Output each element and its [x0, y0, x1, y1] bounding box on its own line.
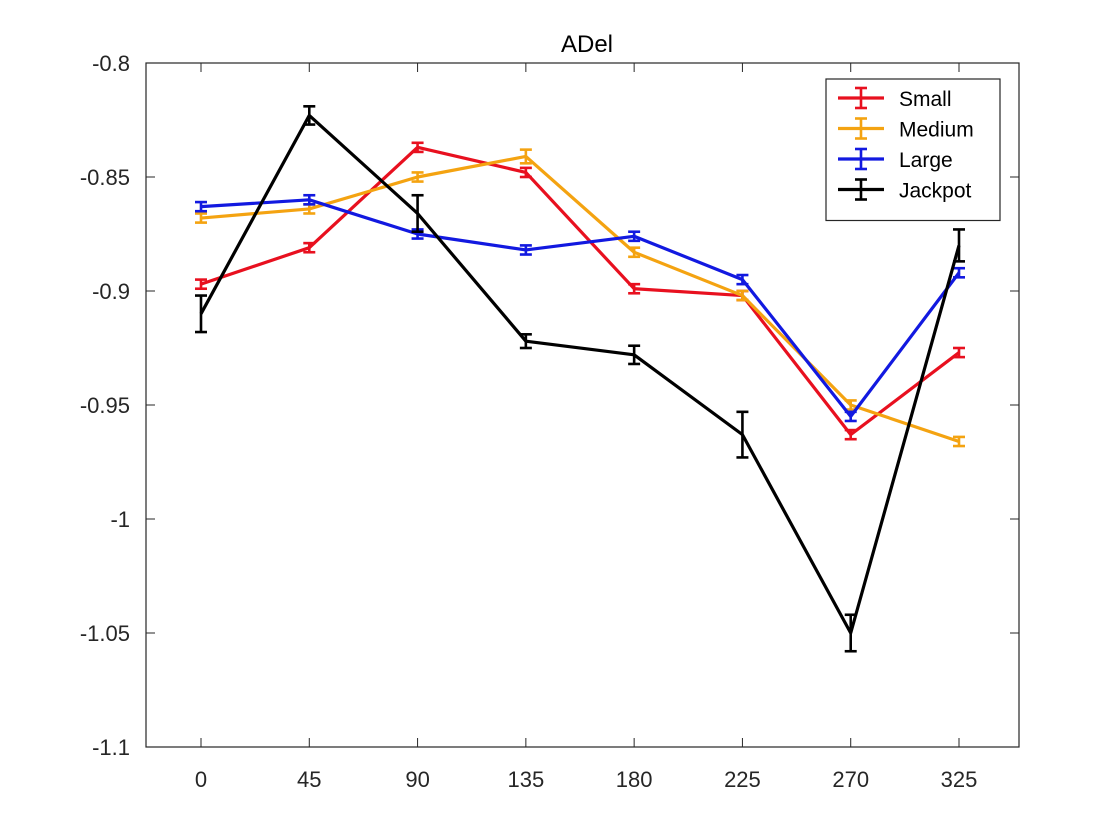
legend-label-medium: Medium — [899, 119, 974, 142]
axes: 0 45 90 135 180 225 270 325 -0.8 -0.85 -0.9 -0.95 -1… — [80, 51, 1020, 792]
chart-title: ADel — [561, 31, 613, 58]
x-tick-label: 135 — [507, 767, 544, 792]
y-tick-label: -1.1 — [92, 735, 130, 760]
x-tick-label: 0 — [195, 767, 207, 792]
x-tick-label: 325 — [941, 767, 978, 792]
series-line-small — [200, 145, 960, 437]
series-group — [195, 105, 965, 653]
series-line-medium — [200, 154, 960, 443]
legend-label-small: Small — [899, 88, 952, 111]
x-tick-label: 225 — [724, 767, 761, 792]
y-tick-label: -0.85 — [80, 165, 130, 190]
x-tick-label: 90 — [405, 767, 429, 792]
series-line-jackpot — [199, 113, 961, 635]
x-tick-label: 45 — [297, 767, 321, 792]
legend-entry-jackpot: Jackpot — [838, 178, 972, 203]
series-line-large — [200, 198, 961, 418]
y-tick-label: -1 — [110, 507, 130, 532]
y-tick-label: -0.8 — [92, 51, 130, 76]
legend-entry-small: Small — [838, 86, 952, 111]
series-large — [195, 193, 965, 423]
legend-entry-large: Large — [838, 147, 953, 172]
series-jackpot — [195, 105, 965, 653]
x-tick-label: 270 — [832, 767, 869, 792]
legend-label-large: Large — [899, 149, 953, 172]
y-tick-label: -0.95 — [80, 393, 130, 418]
y-tick-label: -1.05 — [80, 621, 130, 646]
legend: Small Medium Large Jackpot — [825, 78, 1001, 222]
legend-label-jackpot: Jackpot — [899, 180, 972, 203]
series-medium — [195, 148, 965, 448]
y-tick-label: -0.9 — [92, 279, 130, 304]
legend-entry-medium: Medium — [838, 117, 974, 142]
x-tick-label: 180 — [616, 767, 653, 792]
